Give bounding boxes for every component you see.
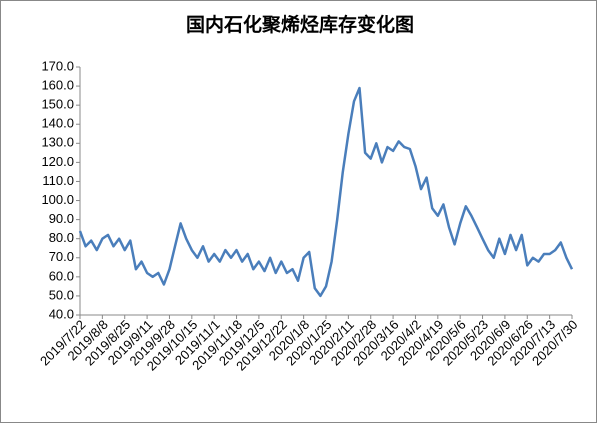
line-series — [78, 86, 574, 298]
y-tick-label: 70.0 — [49, 249, 74, 264]
y-tick-label: 120.0 — [41, 154, 74, 169]
y-tick-label: 80.0 — [49, 230, 74, 245]
y-tick-label: 40.0 — [49, 306, 74, 321]
chart-title: 国内石化聚烯烃库存变化图 — [186, 13, 414, 36]
y-tick-label: 170.0 — [41, 58, 74, 73]
y-tick-label: 90.0 — [49, 211, 74, 226]
y-tick-label: 140.0 — [41, 116, 74, 131]
y-tick-label: 60.0 — [49, 268, 74, 283]
y-tick-label: 160.0 — [41, 78, 74, 93]
y-tick-label: 110.0 — [42, 173, 74, 188]
y-tick-label: 150.0 — [41, 97, 74, 112]
y-tick-label: 100.0 — [41, 192, 74, 207]
y-tick-label: 50.0 — [49, 287, 74, 302]
y-tick-label: 130.0 — [41, 135, 74, 150]
